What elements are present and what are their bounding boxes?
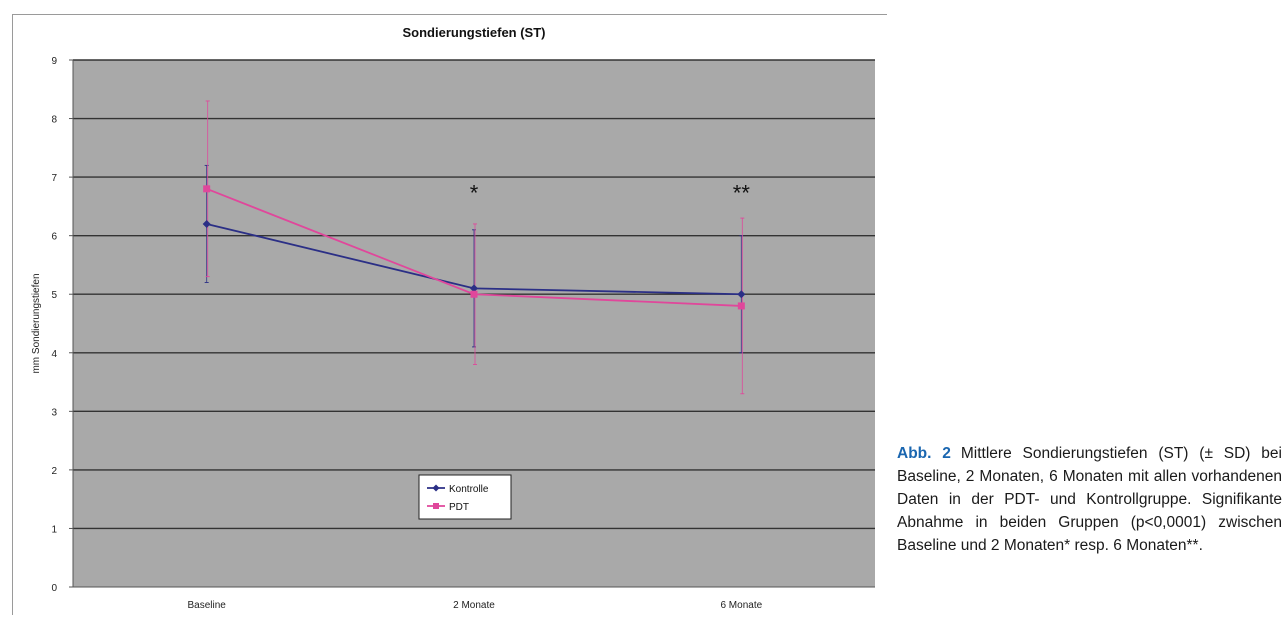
y-tick-label: 9 [51,56,57,67]
y-tick-label: 1 [51,524,57,535]
data-point [470,284,478,293]
significance-marker: * [470,181,479,206]
legend [418,474,512,520]
chart-frame: Sondierungstiefen (ST) 0 1 2 3 4 5 6 7 8 9 Baseline… [12,14,887,615]
legend-label: Kontrolle [449,484,489,495]
y-tick-label: 6 [51,232,57,243]
x-tick-label: Baseline [187,600,226,611]
caption-text: Mittlere Sondierungstiefen (ST) (± SD) b… [897,445,1282,554]
chart-title: Sondierungstiefen (ST) [403,25,546,40]
y-tick-label: 7 [51,173,57,184]
data-point [203,185,211,193]
legend-marker [433,503,439,509]
legend-label: PDT [449,502,469,513]
caption-label: Abb. 2 [897,445,951,462]
x-tick-label: 6 Monate [720,600,762,611]
y-tick-label: 3 [51,407,57,418]
figure-caption: Abb. 2 Mittlere Sondierungstiefen (ST) (±… [897,442,1282,557]
significance-marker: ** [733,181,751,206]
y-tick-label: 4 [51,349,57,360]
y-axis-label: mm Sondierungstiefen [31,273,42,373]
y-tick-label: 5 [51,290,57,301]
y-tick-label: 2 [51,466,57,477]
y-tick-label: 0 [51,583,57,594]
data-point [470,290,478,298]
line-chart: Sondierungstiefen (ST) 0 1 2 3 4 5 6 7 8 9 Baseline… [31,25,875,611]
data-point [202,219,211,228]
legend-marker [432,484,440,492]
x-tick-label: 2 Monate [453,600,495,611]
y-tick-label: 8 [51,115,57,126]
data-point [737,290,746,299]
data-point [737,302,745,310]
